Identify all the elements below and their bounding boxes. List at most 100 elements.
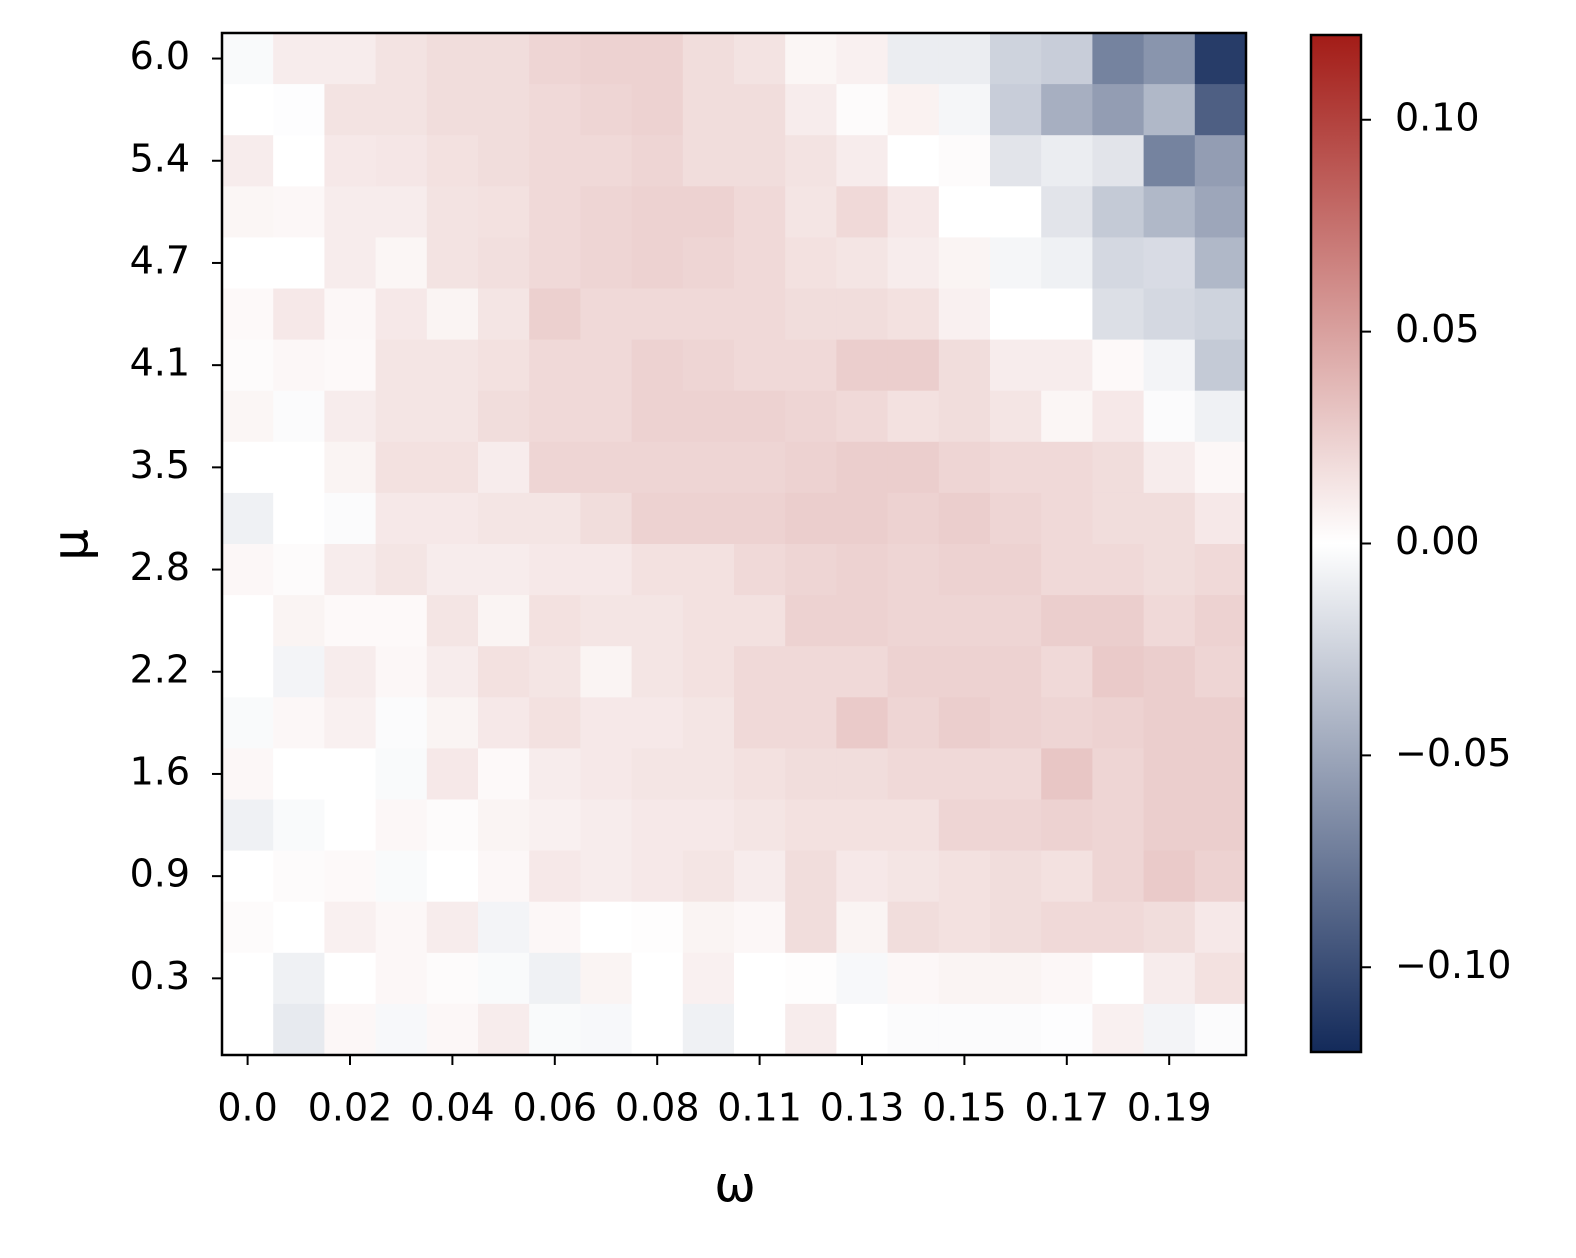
heatmap-cell [324,288,377,341]
heatmap-cell [426,237,479,289]
heatmap-cell [478,135,530,187]
x-tick-label: 0.15 [922,1086,1007,1130]
heatmap-cell [1194,544,1247,596]
heatmap-cell [990,1003,1042,1056]
heatmap-cell [1092,850,1145,903]
heatmap-cell [324,748,377,800]
heatmap-cell [529,186,581,238]
heatmap-cell [1041,595,1093,647]
heatmap-cell [1092,390,1145,443]
heatmap-cell [580,646,633,698]
heatmap-cell [375,646,428,698]
heatmap-cell [682,595,735,647]
heatmap-cell [1041,390,1093,443]
heatmap-cell [734,1003,786,1056]
heatmap-cell [734,850,786,903]
heatmap-cell [375,441,428,494]
heatmap-cell [529,237,581,289]
heatmap-cell [426,186,479,238]
heatmap-cell [1143,441,1196,494]
heatmap-cell [1092,237,1145,289]
heatmap-cell [938,135,991,187]
heatmap-cell [1092,33,1145,85]
heatmap-cell [682,33,735,85]
heatmap-cell [990,799,1042,852]
heatmap-cell [478,237,530,289]
heatmap-cell [682,135,735,187]
heatmap-cell [375,135,428,187]
heatmap-cell [887,850,940,903]
y-tick-label: 0.3 [130,954,190,998]
heatmap-cell [222,799,274,852]
heatmap-cell [324,237,377,289]
heatmap-cell [375,33,428,85]
heatmap-cell [273,390,325,443]
heatmap-cell [426,84,479,136]
colorbar-tick-label: −0.10 [1395,943,1511,987]
heatmap-cell [426,952,479,1005]
heatmap-cell [324,135,377,187]
x-axis-label: ω [714,1156,756,1214]
heatmap-cell [836,288,889,341]
heatmap-cell [375,390,428,443]
heatmap-cell [631,237,684,289]
heatmap-cell [1092,748,1145,800]
heatmap-cell [938,186,991,238]
heatmap-cell [631,1003,684,1056]
heatmap-cell [631,952,684,1005]
heatmap-cell [1041,33,1093,85]
heatmap-cell [375,237,428,289]
heatmap-cell [990,186,1042,238]
heatmap-cell [222,646,274,698]
heatmap-cell [580,339,633,392]
heatmap-cell [478,186,530,238]
heatmap-cell [990,595,1042,647]
heatmap-cell [580,135,633,187]
heatmap-cell [734,901,786,954]
heatmap-cell [1194,135,1247,187]
heatmap-cell [682,646,735,698]
heatmap-cell [529,544,581,596]
heatmap-cell [1194,339,1247,392]
heatmap-cell [529,748,581,800]
heatmap-cell [631,748,684,800]
heatmap-cell [529,799,581,852]
heatmap-cell [938,84,991,136]
heatmap-cell [1194,492,1247,545]
heatmap-cell [631,390,684,443]
heatmap-cell [887,135,940,187]
heatmap-cell [1092,441,1145,494]
heatmap-cell [1041,850,1093,903]
heatmap-cell [273,697,325,749]
heatmap-cell [1143,288,1196,341]
heatmap-cell [887,1003,940,1056]
heatmap-cell [785,84,837,136]
heatmap-cell [580,799,633,852]
heatmap-cell [887,901,940,954]
heatmap-cell [1041,952,1093,1005]
heatmap-cell [1041,441,1093,494]
heatmap-cell [887,390,940,443]
heatmap-cell [785,33,837,85]
heatmap-cell [1194,901,1247,954]
y-tick-label: 4.1 [130,341,190,385]
heatmap-cell [1143,135,1196,187]
heatmap-cell [222,1003,274,1056]
heatmap-cell [273,901,325,954]
heatmap-cell [478,646,530,698]
heatmap-cell [375,850,428,903]
heatmap-cell [682,339,735,392]
heatmap-cell [529,288,581,341]
heatmap-cell [426,799,479,852]
heatmap-cell [580,1003,633,1056]
heatmap-cell [478,544,530,596]
heatmap-cell [785,186,837,238]
heatmap-cell [990,33,1042,85]
heatmap-cell [734,237,786,289]
heatmap-cell [529,595,581,647]
heatmap-cell [273,33,325,85]
heatmap-cell [836,84,889,136]
heatmap-cell [478,901,530,954]
y-tick-label: 2.2 [130,647,190,691]
heatmap-cell [1041,186,1093,238]
